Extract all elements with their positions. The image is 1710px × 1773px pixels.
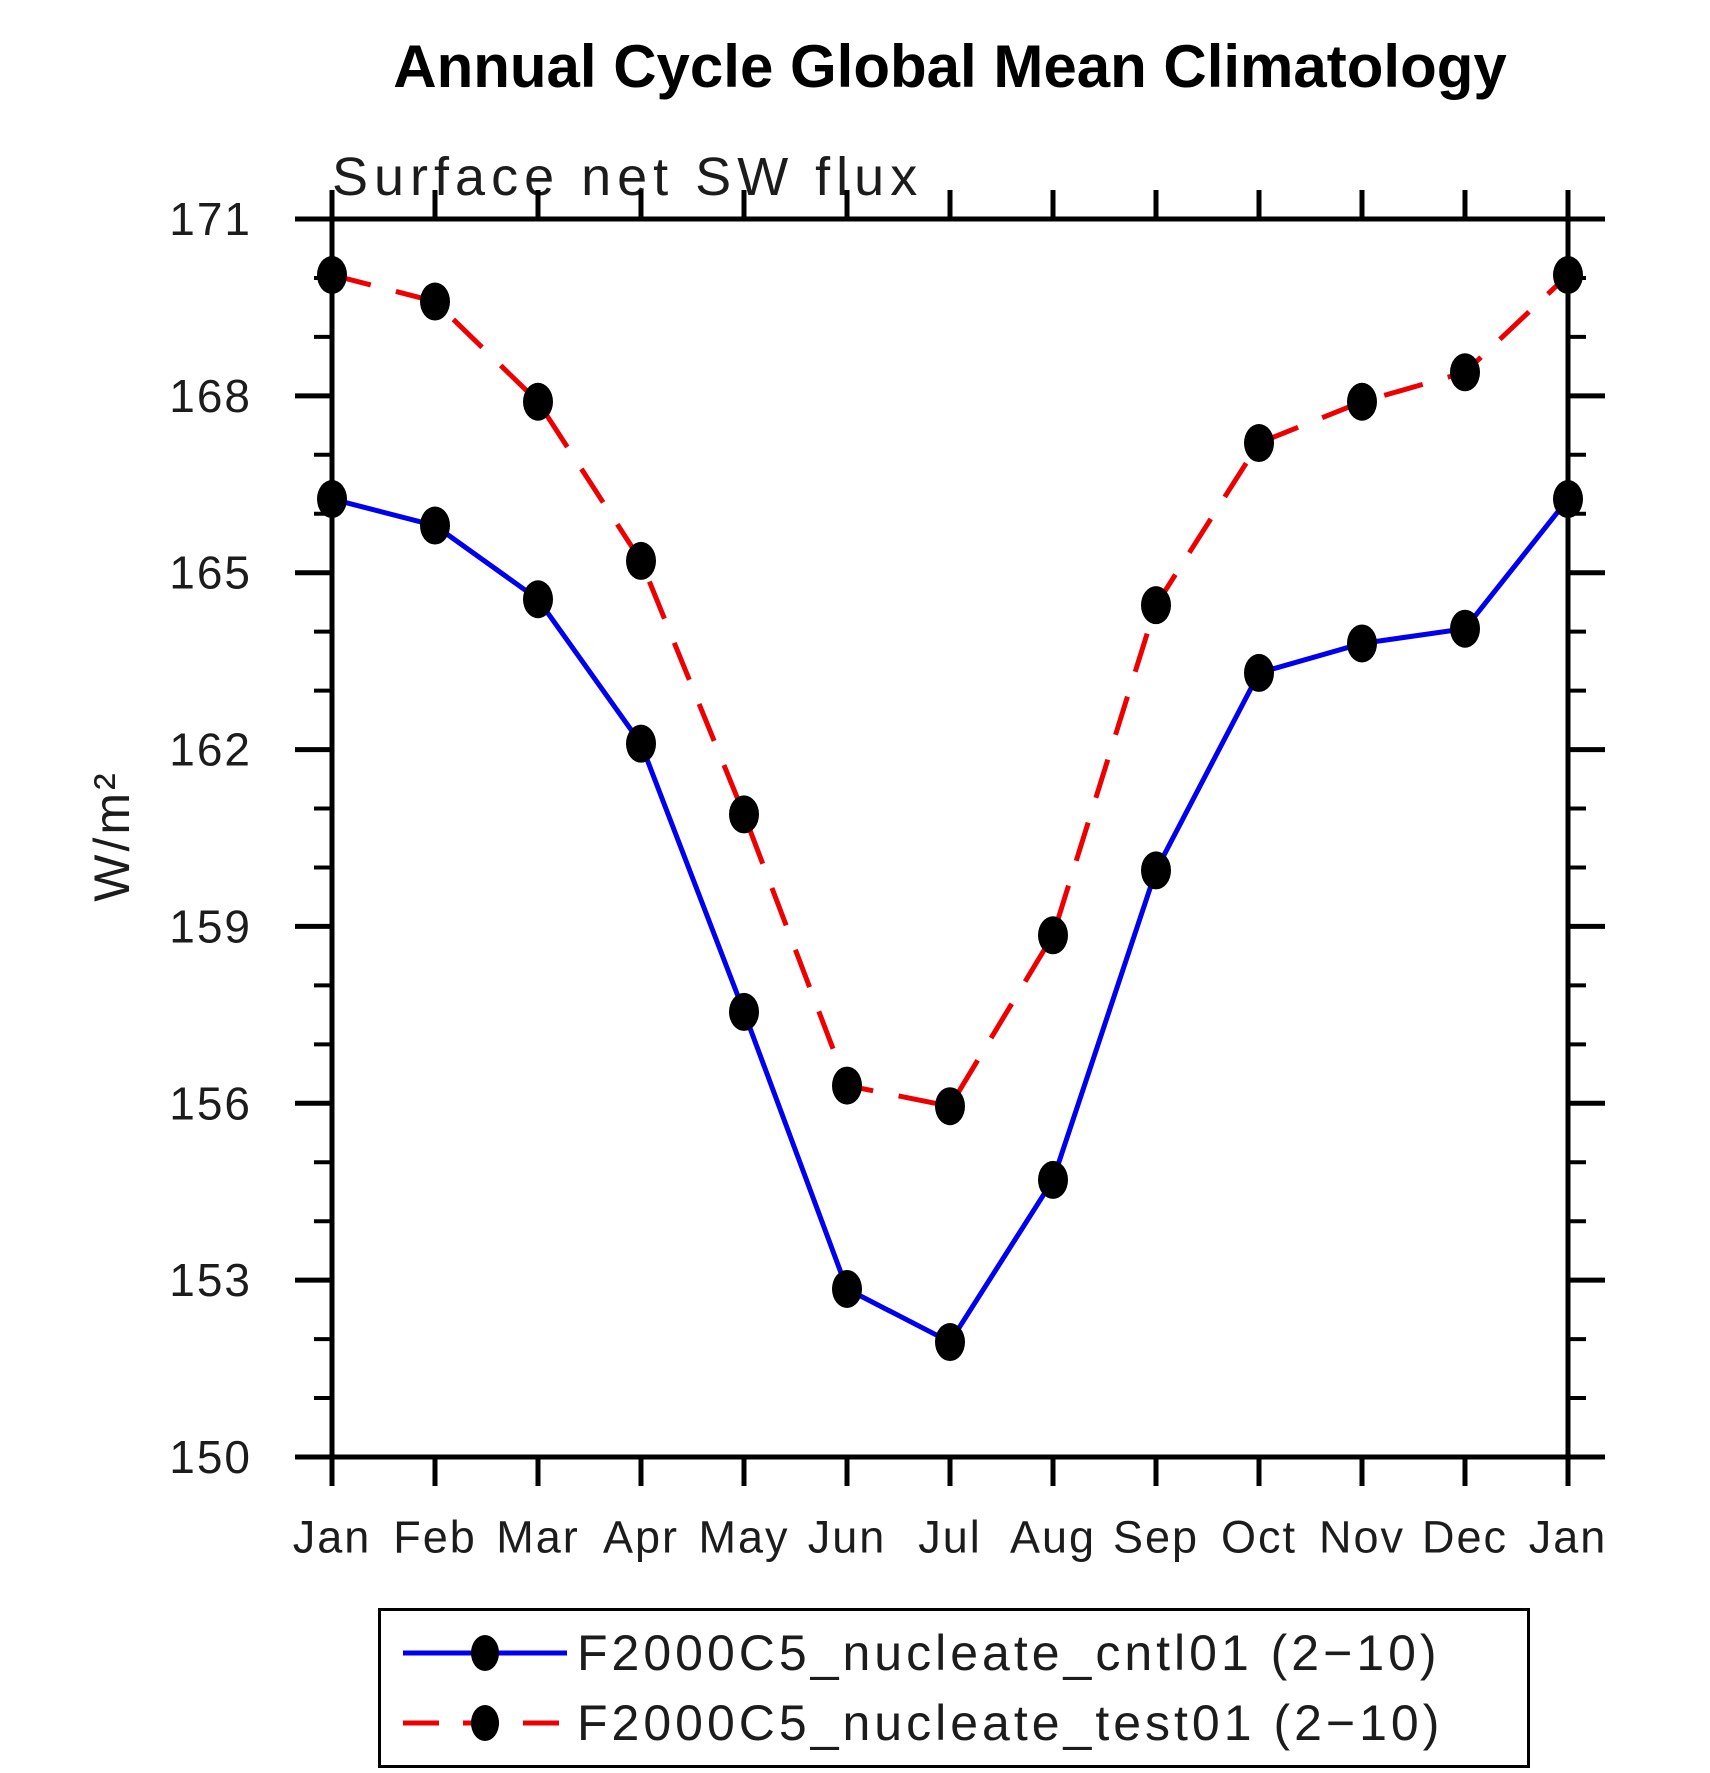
y-tick-label: 159 <box>169 900 252 952</box>
data-point-marker <box>1450 609 1480 648</box>
x-tick-label: Sep <box>1113 1512 1199 1563</box>
x-tick-label: May <box>698 1512 789 1563</box>
legend-label-cntl01: F2000C5_nucleate_cntl01 (2−10) <box>577 1624 1441 1681</box>
data-point-marker <box>420 282 450 321</box>
y-tick-label: 165 <box>169 547 252 599</box>
x-tick-label: Feb <box>393 1512 477 1563</box>
x-tick-label: Nov <box>1319 1512 1405 1563</box>
x-tick-label: Oct <box>1221 1512 1297 1563</box>
x-tick-label: Jun <box>808 1512 887 1563</box>
x-tick-label: Apr <box>603 1512 679 1563</box>
y-tick-label: 171 <box>169 193 252 245</box>
x-tick-label: Aug <box>1010 1512 1096 1563</box>
data-point-marker <box>523 382 553 421</box>
data-point-marker <box>1347 382 1377 421</box>
x-tick-label: Jan <box>293 1512 372 1563</box>
data-point-marker <box>729 795 759 834</box>
data-point-marker <box>1347 624 1377 663</box>
legend-row-test01: F2000C5_nucleate_test01 (2−10) <box>395 1688 1527 1758</box>
data-point-marker <box>729 992 759 1031</box>
legend-row-cntl01: F2000C5_nucleate_cntl01 (2−10) <box>395 1618 1527 1688</box>
data-point-marker <box>832 1269 862 1308</box>
series-line-1 <box>331 272 1570 1110</box>
data-point-marker <box>1244 653 1274 692</box>
data-point-marker <box>1553 256 1583 295</box>
data-point-marker <box>1038 1160 1068 1199</box>
x-tick-label: Mar <box>496 1512 580 1563</box>
legend-label-test01: F2000C5_nucleate_test01 (2−10) <box>577 1695 1444 1752</box>
data-point-marker <box>420 506 450 545</box>
legend-sample-solid-line-icon <box>403 1634 567 1671</box>
y-tick-label: 168 <box>169 370 252 422</box>
data-point-marker <box>523 580 553 619</box>
chart-subtitle: Surface net SW flux <box>332 147 924 207</box>
data-point-marker <box>317 256 347 295</box>
data-point-marker <box>1141 851 1171 890</box>
data-point-marker <box>1553 480 1583 519</box>
legend: F2000C5_nucleate_cntl01 (2−10) F2000C5_n… <box>378 1608 1530 1768</box>
y-tick-label: 150 <box>169 1431 252 1483</box>
data-point-marker <box>1038 916 1068 955</box>
data-point-marker <box>1141 586 1171 625</box>
chart-title: Annual Cycle Global Mean Climatology <box>393 33 1507 100</box>
data-point-marker <box>935 1323 965 1362</box>
data-point-marker <box>626 541 656 580</box>
x-tick-label: Dec <box>1422 1512 1508 1563</box>
series-line-0 <box>331 496 1570 1346</box>
axis-box <box>329 216 1571 1460</box>
data-point-marker <box>832 1066 862 1105</box>
x-tick-label: Jan <box>1529 1512 1608 1563</box>
data-point-marker <box>1450 353 1480 392</box>
data-point-marker <box>935 1087 965 1126</box>
y-tick-label: 156 <box>169 1077 252 1129</box>
x-tick-label: Jul <box>918 1512 982 1563</box>
y-tick-label: 162 <box>169 724 252 776</box>
data-point-marker <box>626 724 656 763</box>
data-point-marker <box>1244 424 1274 463</box>
data-point-marker <box>317 480 347 519</box>
legend-sample-dashed-line-icon <box>403 1705 567 1742</box>
y-tick-label: 153 <box>169 1254 252 1306</box>
